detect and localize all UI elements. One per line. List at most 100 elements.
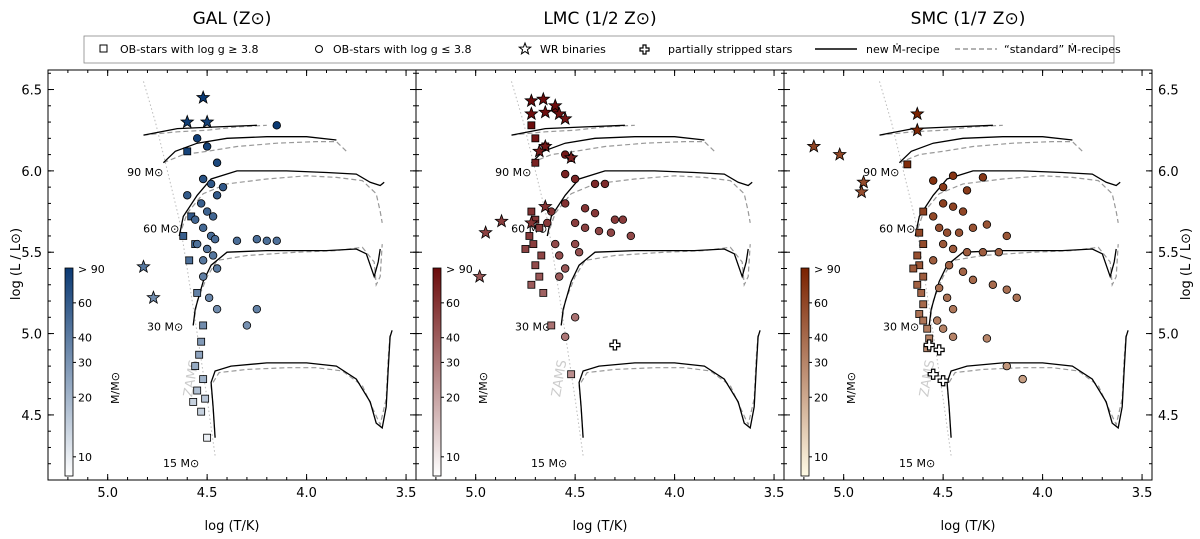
ob-circle-point — [938, 199, 948, 208]
ob-square-point — [919, 316, 928, 325]
ob-circle-point — [942, 228, 952, 237]
ob-circle-point — [948, 332, 958, 342]
track-standard — [560, 244, 751, 326]
track-new — [898, 136, 1073, 164]
ob-circle-point — [232, 236, 242, 246]
ob-circle-point — [580, 204, 590, 213]
wr-star-point — [136, 259, 151, 274]
ob-square-point — [185, 256, 194, 265]
y-axis-label-right: log (L / L⊙) — [1179, 228, 1194, 300]
ob-square-point — [909, 264, 918, 273]
colorbar-tick-label: 60 — [814, 297, 828, 310]
ob-circle-point — [590, 208, 600, 218]
ob-circle-point — [190, 215, 200, 224]
colorbar-tick-label: 20 — [814, 391, 828, 404]
ob-square-point — [201, 394, 210, 403]
wr-star-point — [199, 114, 215, 129]
ob-circle-point — [560, 264, 570, 273]
ob-circle-point — [543, 218, 552, 228]
zams-line — [143, 81, 216, 456]
track-new — [946, 330, 1129, 438]
ob-circle-point — [208, 212, 218, 221]
track-standard — [578, 333, 759, 438]
colorbar — [64, 267, 74, 477]
mass-label: 15 M⊙ — [531, 457, 567, 470]
mass-label: 30 M⊙ — [147, 320, 183, 333]
ob-circle-point — [560, 199, 570, 208]
ob-square-point — [547, 321, 556, 330]
ob-square-point — [913, 251, 922, 260]
ob-circle-point — [208, 251, 218, 260]
ob-square-point — [919, 272, 928, 281]
ob-circle-point — [204, 293, 214, 302]
wr-star-point — [538, 199, 553, 213]
track-new — [143, 124, 257, 136]
x-axis-label-smc: log (T/K) — [941, 519, 996, 534]
wr-star-point — [494, 213, 509, 228]
track-new — [511, 124, 625, 136]
zams-line — [511, 81, 584, 456]
ob-circle-point — [580, 223, 590, 233]
x-axis-label-gal: log (T/K) — [205, 519, 260, 534]
colorbar — [432, 267, 442, 477]
ob-square-point — [193, 386, 202, 395]
colorbar-label: M/M⊙ — [109, 372, 122, 404]
ob-circle-point — [252, 235, 262, 244]
ob-square-point — [917, 288, 926, 297]
legend-marker-star — [517, 41, 533, 56]
ob-circle-point — [196, 199, 206, 208]
wr-star-point — [478, 225, 493, 239]
wr-star-point — [547, 98, 563, 112]
ob-circle-point — [202, 142, 212, 151]
track-standard — [178, 175, 383, 237]
ob-circle-point — [944, 261, 954, 270]
ob-circle-point — [934, 223, 944, 233]
wr-star-point — [532, 143, 547, 158]
stripped-plus-point — [937, 375, 949, 387]
ob-circle-point — [958, 207, 968, 216]
x-tick-label: 5.0 — [97, 486, 118, 501]
track-standard — [928, 244, 1119, 326]
ob-circle-point — [262, 236, 272, 246]
track-standard — [546, 175, 751, 237]
ob-circle-point — [1012, 293, 1021, 302]
ob-square-point — [199, 321, 208, 330]
ob-circle-point — [934, 283, 944, 293]
ob-circle-point — [594, 226, 604, 236]
ob-square-point — [535, 272, 544, 281]
ob-circle-point — [210, 235, 220, 244]
wr-star-point — [524, 106, 539, 121]
ob-square-point — [919, 240, 928, 248]
panel-title-smc: SMC (1/7 Z⊙) — [911, 9, 1026, 29]
colorbar-tick-label: 30 — [446, 356, 460, 369]
ob-circle-point — [560, 332, 570, 342]
ob-circle-point — [192, 239, 202, 249]
legend-marker-square — [99, 44, 108, 53]
ob-circle-point — [560, 169, 570, 179]
ob-circle-point — [212, 158, 222, 167]
ob-square-point — [537, 251, 546, 260]
y-tick-label: 5.5 — [21, 246, 42, 261]
ob-circle-point — [600, 179, 610, 189]
ob-circle-point — [570, 174, 580, 184]
x-tick-label: 5.0 — [465, 486, 486, 501]
ob-circle-point — [610, 215, 620, 224]
ob-circle-point — [252, 304, 262, 314]
ob-square-point — [199, 375, 208, 384]
ob-circle-point — [218, 182, 228, 192]
ob-circle-point — [938, 324, 948, 333]
wr-star-point — [832, 146, 847, 161]
wr-star-point — [910, 122, 925, 137]
ob-square-point — [193, 288, 202, 297]
mass-label: 30 M⊙ — [883, 320, 919, 333]
wr-star-point — [524, 215, 539, 230]
x-tick-label: 4.0 — [664, 486, 685, 501]
panels: 5.0 4.5 4.0 3.5 4.5 5.0 5.5 6.0 6.5 ZAMS 90 M⊙ 60 M… — [21, 69, 1179, 501]
ob-square-point — [913, 280, 922, 289]
wr-star-point — [179, 114, 195, 129]
wr-star-point — [557, 111, 573, 125]
ob-square-point — [903, 160, 912, 169]
ob-square-point — [529, 240, 538, 248]
ob-circle-point — [555, 272, 564, 281]
